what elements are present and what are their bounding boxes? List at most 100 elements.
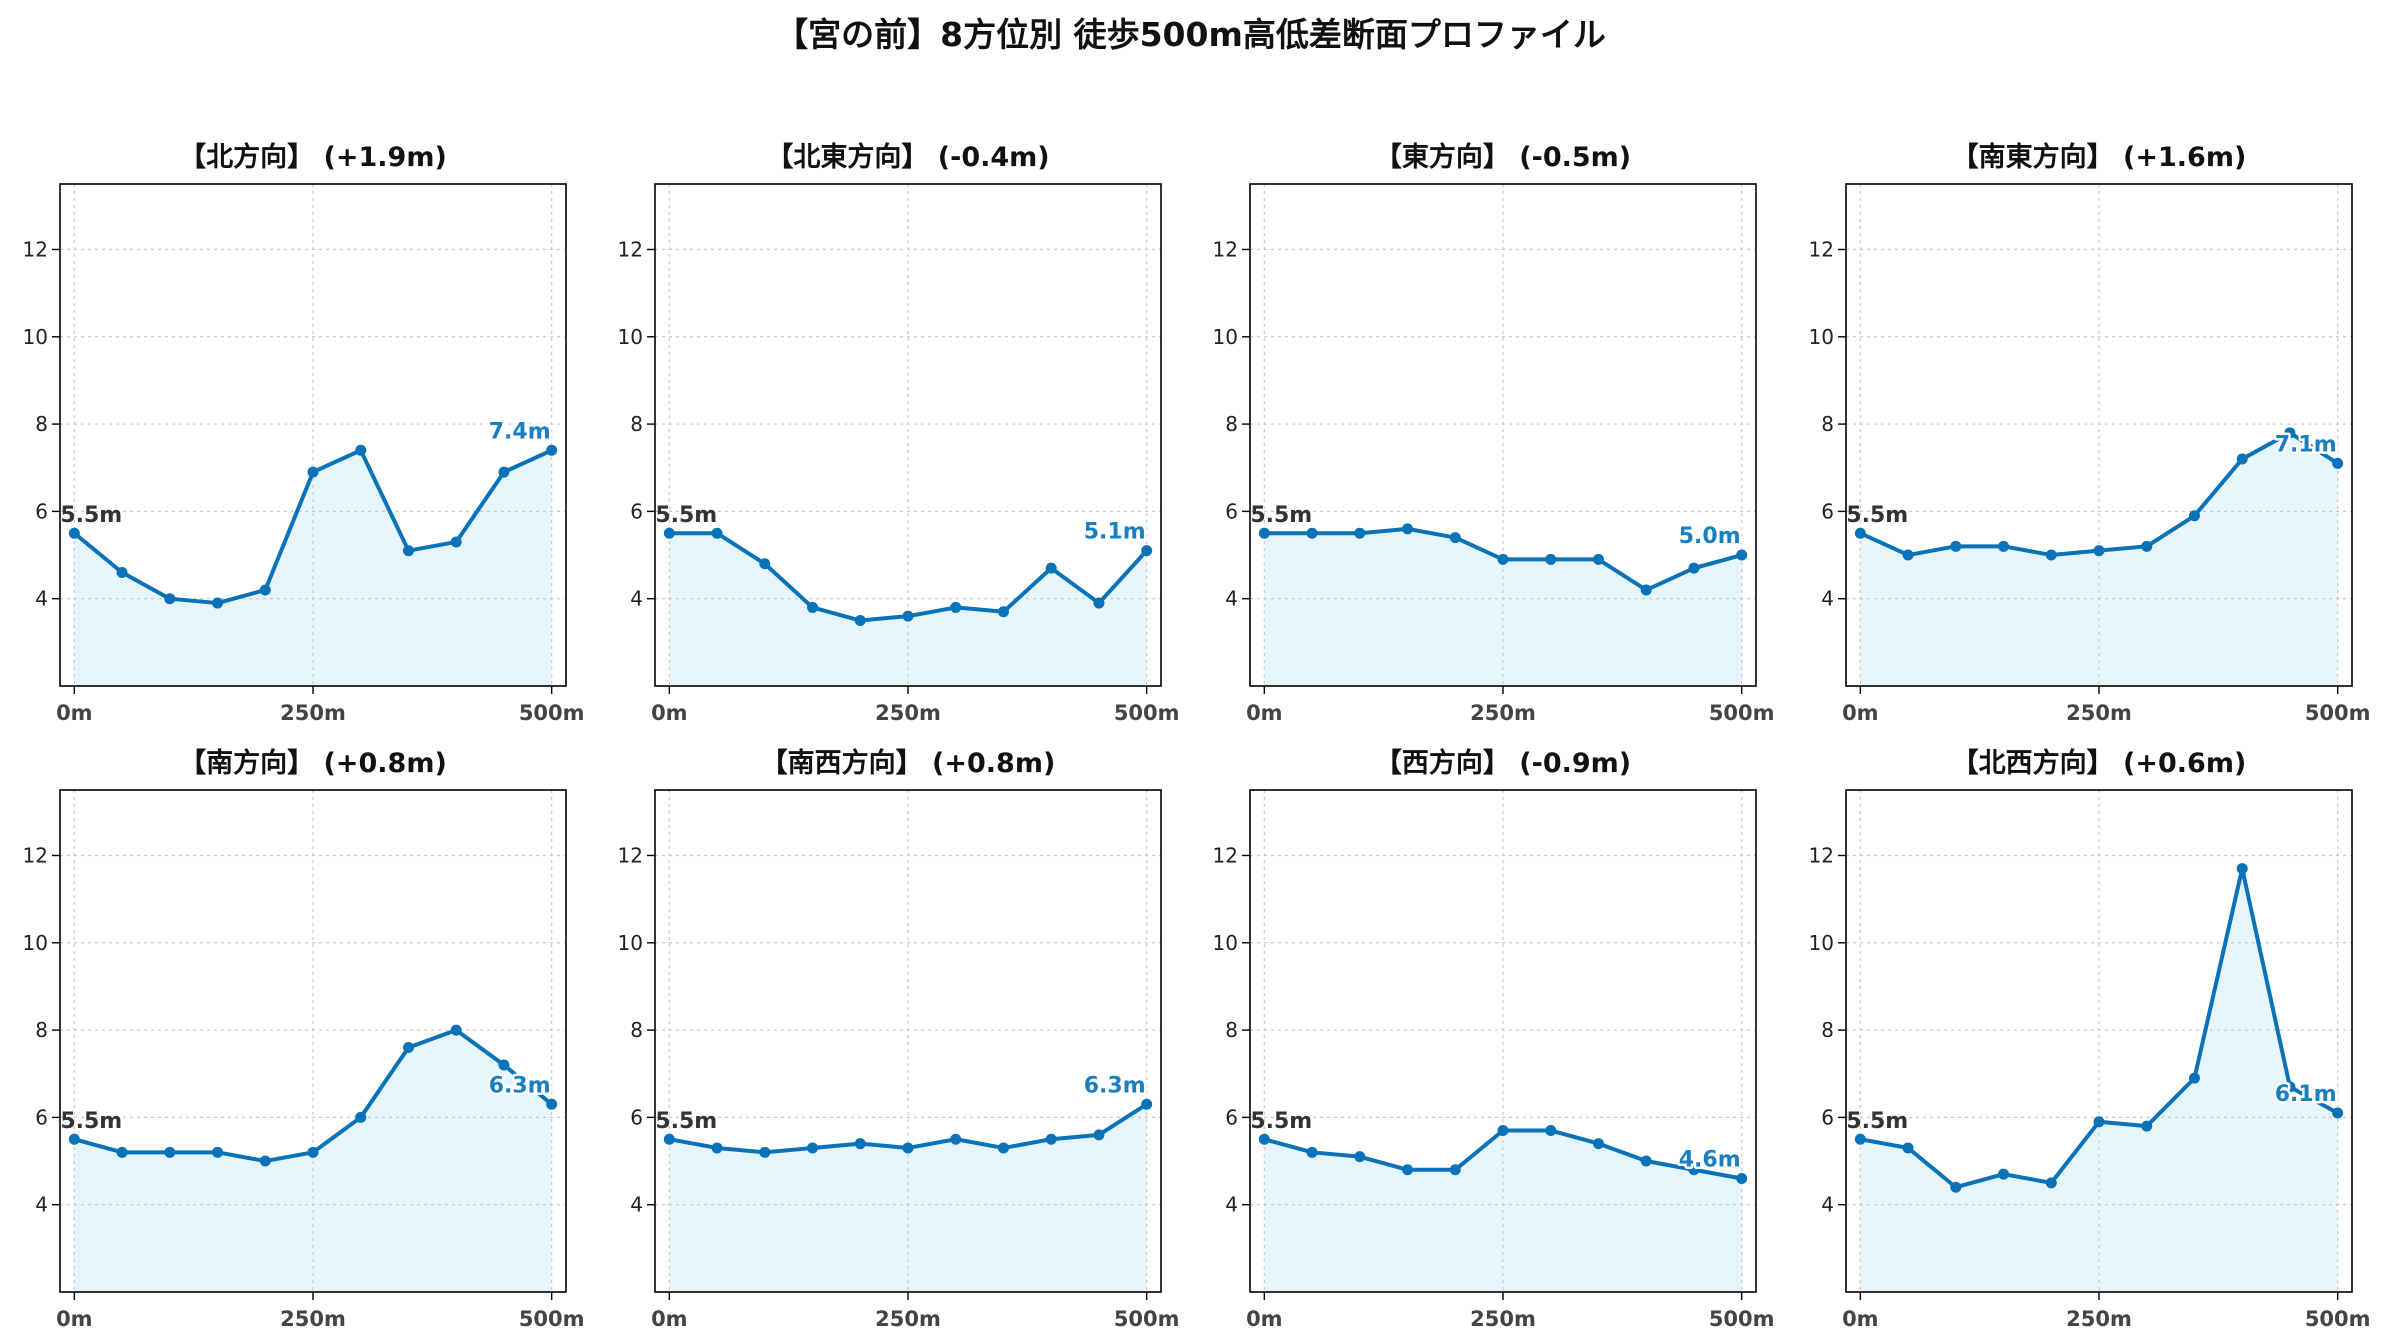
data-point	[2188, 510, 2200, 522]
y-tick-label: 4	[1225, 1193, 1238, 1217]
data-point	[2045, 1177, 2057, 1189]
data-point	[854, 1138, 866, 1150]
x-tick-label: 500m	[2305, 701, 2371, 725]
data-point	[546, 444, 558, 456]
chart-panel-5: 【南方向】 (+0.8m) 4 6 8 10 12 0m 250m 500m 5.5m 6.3m	[23, 747, 585, 1331]
y-tick-label: 4	[35, 587, 48, 611]
end-elevation-label: 6.1m	[2275, 1082, 2337, 1107]
y-tick-label: 10	[23, 325, 48, 349]
data-point	[997, 606, 1009, 618]
data-point	[1449, 1164, 1461, 1176]
data-point	[902, 610, 914, 622]
x-tick-label: 0m	[1246, 701, 1283, 725]
data-point	[1688, 562, 1700, 574]
data-point	[2236, 453, 2248, 465]
y-tick-label: 12	[618, 843, 643, 867]
x-tick-label: 0m	[651, 1307, 688, 1331]
x-tick-label: 250m	[875, 701, 941, 725]
data-point	[1902, 1142, 1914, 1154]
end-elevation-label: 6.3m	[1084, 1073, 1146, 1098]
data-point	[1854, 527, 1866, 539]
y-tick-label: 10	[23, 931, 48, 955]
x-tick-label: 0m	[56, 701, 93, 725]
data-point	[1045, 562, 1057, 574]
y-tick-label: 8	[35, 1018, 48, 1042]
y-tick-label: 6	[1225, 1105, 1238, 1129]
x-tick-label: 250m	[280, 1307, 346, 1331]
y-tick-label: 6	[35, 1105, 48, 1129]
x-tick-label: 0m	[651, 701, 688, 725]
start-elevation-label: 5.5m	[60, 1109, 122, 1134]
chart-panel-3: 【東方向】 (-0.5m) 4 6 8 10 12 0m 250m 500m 5.5m 5.0m	[1213, 141, 1775, 725]
x-tick-label: 0m	[1842, 1307, 1879, 1331]
data-point	[1306, 527, 1318, 539]
data-point	[498, 1059, 510, 1071]
x-tick-label: 250m	[280, 701, 346, 725]
data-point	[1093, 1129, 1105, 1141]
data-point	[259, 1155, 271, 1167]
y-tick-label: 10	[618, 325, 643, 349]
data-point	[1688, 1164, 1700, 1176]
y-tick-label: 12	[1213, 843, 1238, 867]
panel-title: 【南西方向】 (+0.8m)	[761, 747, 1056, 779]
data-point	[1258, 1133, 1270, 1145]
data-point	[1093, 597, 1105, 609]
data-point	[1497, 1124, 1509, 1136]
start-elevation-label: 5.5m	[1250, 1109, 1312, 1134]
data-point	[212, 597, 224, 609]
data-point	[663, 1133, 675, 1145]
data-point	[997, 1142, 1009, 1154]
data-point	[2141, 540, 2153, 552]
data-point	[1998, 540, 2010, 552]
panel-title: 【南方向】 (+0.8m)	[179, 747, 447, 779]
y-tick-label: 12	[1213, 237, 1238, 261]
data-point	[2093, 1116, 2105, 1128]
chart-panel-4: 【南東方向】 (+1.6m) 4 6 8 10 12 0m 250m 500m 5.5m 7.1m	[1809, 141, 2371, 725]
data-point	[1736, 1173, 1748, 1185]
data-point	[116, 1146, 128, 1158]
data-point	[307, 1146, 319, 1158]
data-point	[2141, 1120, 2153, 1132]
chart-panel-2: 【北東方向】 (-0.4m) 4 6 8 10 12 0m 250m 500m 5.5m 5.1m	[618, 141, 1180, 725]
chart-panel-8: 【北西方向】 (+0.6m) 4 6 8 10 12 0m 250m 500m 5.5m 6.1m	[1809, 747, 2371, 1331]
y-tick-label: 10	[1809, 325, 1834, 349]
end-elevation-label: 5.0m	[1679, 524, 1741, 549]
data-point	[307, 466, 319, 478]
data-point	[212, 1146, 224, 1158]
x-tick-label: 500m	[519, 1307, 585, 1331]
y-tick-label: 6	[1821, 499, 1834, 523]
x-tick-label: 250m	[1470, 701, 1536, 725]
chart-panel-6: 【南西方向】 (+0.8m) 4 6 8 10 12 0m 250m 500m 5.5m 6.3m	[618, 747, 1180, 1331]
chart-panel-1: 【北方向】 (+1.9m) 4 6 8 10 12 0m 250m 500m 5.5m 7.4m	[23, 141, 585, 725]
data-point	[1545, 553, 1557, 565]
data-point	[1141, 545, 1153, 557]
y-tick-label: 12	[1809, 237, 1834, 261]
y-tick-label: 4	[1225, 587, 1238, 611]
data-point	[164, 593, 176, 605]
data-point	[2284, 427, 2296, 439]
x-tick-label: 500m	[1114, 701, 1180, 725]
y-tick-label: 12	[23, 843, 48, 867]
chart-panel-7: 【西方向】 (-0.9m) 4 6 8 10 12 0m 250m 500m 5.5m 4.6m	[1213, 747, 1775, 1331]
data-point	[807, 601, 819, 613]
data-point	[1045, 1133, 1057, 1145]
y-tick-label: 8	[1225, 412, 1238, 436]
end-elevation-label: 7.1m	[2275, 432, 2337, 457]
y-tick-label: 12	[618, 237, 643, 261]
start-elevation-label: 5.5m	[60, 503, 122, 528]
x-tick-label: 0m	[56, 1307, 93, 1331]
panel-title: 【南東方向】 (+1.6m)	[1952, 141, 2247, 173]
data-point	[68, 527, 80, 539]
figure-title: 【宮の前】8方位別 徒歩500m高低差断面プロファイル	[775, 15, 1606, 54]
data-point	[402, 545, 414, 557]
data-point	[259, 584, 271, 596]
y-tick-label: 10	[618, 931, 643, 955]
data-point	[546, 1098, 558, 1110]
y-tick-label: 8	[630, 1018, 643, 1042]
start-elevation-label: 5.5m	[1846, 503, 1908, 528]
data-point	[1545, 1124, 1557, 1136]
y-tick-label: 6	[35, 499, 48, 523]
data-point	[950, 1133, 962, 1145]
data-point	[1998, 1168, 2010, 1180]
panel-title: 【北西方向】 (+0.6m)	[1952, 747, 2247, 779]
